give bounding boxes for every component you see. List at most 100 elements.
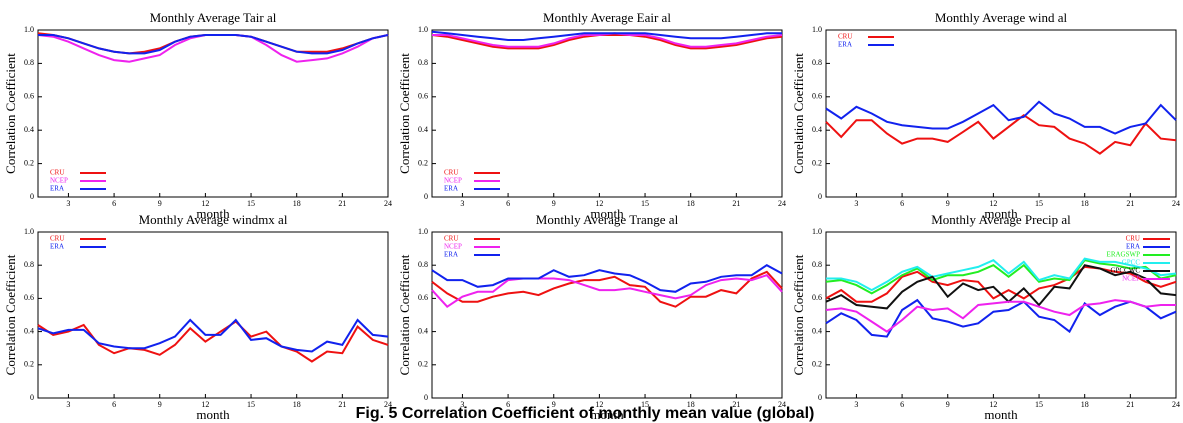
x-tick-label: 18 bbox=[293, 199, 301, 208]
legend-label: ERA bbox=[1126, 243, 1140, 251]
series-line bbox=[431, 264, 783, 293]
legend-label: ERA bbox=[838, 41, 852, 49]
y-axis-label: Correlation Coefficient bbox=[397, 254, 412, 375]
x-tick-label: 3 bbox=[854, 400, 858, 409]
y-tick-label: 0 bbox=[818, 393, 822, 402]
y-tick-label: 0.4 bbox=[812, 125, 822, 134]
x-tick-label: 15 bbox=[247, 199, 255, 208]
plot-frame bbox=[431, 29, 783, 198]
y-tick-label: 1.0 bbox=[418, 227, 428, 236]
y-tick-label: 0.8 bbox=[418, 58, 428, 67]
x-tick-label: 24 bbox=[1172, 199, 1180, 208]
x-tick-label: 9 bbox=[552, 400, 556, 409]
x-axis-label: month bbox=[984, 407, 1018, 422]
plot-frame bbox=[825, 231, 1177, 399]
x-tick-label: 12 bbox=[201, 199, 209, 208]
legend-label: CRU bbox=[1126, 235, 1140, 243]
y-axis-label: Correlation Coefficient bbox=[791, 53, 806, 174]
y-tick-label: 0.6 bbox=[418, 92, 428, 101]
y-tick-label: 0.2 bbox=[812, 158, 822, 167]
y-tick-label: 1.0 bbox=[24, 25, 34, 34]
series-line bbox=[431, 274, 783, 309]
y-tick-label: 1.0 bbox=[812, 25, 822, 34]
y-axis-label: Correlation Coefficient bbox=[3, 53, 18, 174]
y-axis-label: Correlation Coefficient bbox=[791, 254, 806, 375]
y-tick-label: 0.6 bbox=[812, 293, 822, 302]
x-tick-label: 15 bbox=[1035, 199, 1043, 208]
y-tick-label: 1.0 bbox=[418, 25, 428, 34]
y-tick-label: 0.2 bbox=[418, 360, 428, 369]
y-tick-label: 0.2 bbox=[24, 158, 34, 167]
legend-label: ERA bbox=[444, 251, 458, 259]
x-tick-label: 15 bbox=[641, 400, 649, 409]
x-tick-label: 12 bbox=[201, 400, 209, 409]
y-tick-label: 0.4 bbox=[812, 326, 822, 335]
legend-label: NCEP bbox=[1122, 275, 1140, 283]
y-tick-label: 0.4 bbox=[24, 125, 34, 134]
x-axis-label: month bbox=[196, 206, 230, 221]
x-tick-label: 3 bbox=[854, 199, 858, 208]
y-axis-label: Correlation Coefficient bbox=[3, 254, 18, 375]
legend-label: ERA bbox=[50, 185, 64, 193]
series-line bbox=[825, 264, 1177, 310]
y-tick-label: 0 bbox=[424, 393, 428, 402]
y-tick-label: 0 bbox=[30, 192, 34, 201]
x-tick-label: 3 bbox=[460, 400, 464, 409]
legend-label: GPCC bbox=[1122, 259, 1141, 267]
y-tick-label: 0.8 bbox=[24, 260, 34, 269]
y-tick-label: 0.2 bbox=[24, 360, 34, 369]
plot-frame bbox=[825, 29, 1177, 198]
series-line bbox=[825, 298, 1177, 338]
series-line bbox=[825, 299, 1176, 333]
x-tick-label: 3 bbox=[460, 199, 464, 208]
y-tick-label: 0.8 bbox=[812, 260, 822, 269]
legend-label: ERA bbox=[444, 185, 458, 193]
y-tick-label: 0.6 bbox=[418, 293, 428, 302]
x-tick-label: 9 bbox=[946, 400, 950, 409]
legend-label: NCEP bbox=[444, 177, 462, 185]
x-tick-label: 6 bbox=[112, 400, 116, 409]
x-tick-label: 9 bbox=[946, 199, 950, 208]
x-axis-label: month bbox=[590, 206, 624, 221]
x-tick-label: 24 bbox=[384, 199, 392, 208]
y-tick-label: 0.4 bbox=[24, 326, 34, 335]
y-tick-label: 0.2 bbox=[418, 158, 428, 167]
x-tick-label: 21 bbox=[338, 400, 346, 409]
series-line bbox=[826, 257, 1177, 292]
x-tick-label: 9 bbox=[552, 199, 556, 208]
chart-title: Monthly Average Trange al bbox=[536, 212, 679, 227]
legend-label: CRU bbox=[444, 235, 458, 243]
x-tick-label: 24 bbox=[778, 199, 786, 208]
legend-label: CRU bbox=[444, 169, 458, 177]
x-tick-label: 15 bbox=[641, 199, 649, 208]
series-line bbox=[37, 34, 389, 63]
y-tick-label: 1.0 bbox=[24, 227, 34, 236]
plot-frame bbox=[431, 231, 783, 399]
chart-title: Monthly Average Tair al bbox=[150, 10, 277, 25]
x-tick-label: 21 bbox=[338, 199, 346, 208]
chart-title: Monthly Average windmx al bbox=[139, 212, 288, 227]
y-axis-label: Correlation Coefficient bbox=[397, 53, 412, 174]
y-tick-label: 0.6 bbox=[24, 92, 34, 101]
x-tick-label: 18 bbox=[1081, 199, 1089, 208]
series-line bbox=[825, 100, 1177, 135]
series-line bbox=[825, 259, 1177, 295]
x-tick-label: 24 bbox=[1172, 400, 1180, 409]
y-tick-label: 0.8 bbox=[812, 58, 822, 67]
y-tick-label: 0.4 bbox=[418, 125, 428, 134]
caption: Fig. 5 Correlation Coefficient of monthl… bbox=[356, 405, 815, 422]
series-line bbox=[431, 270, 783, 308]
legend-label: ERA bbox=[50, 243, 64, 251]
x-tick-label: 15 bbox=[1035, 400, 1043, 409]
x-tick-label: 9 bbox=[158, 400, 162, 409]
x-tick-label: 21 bbox=[1126, 199, 1134, 208]
plot-frame bbox=[37, 231, 389, 399]
series-line bbox=[37, 320, 389, 363]
chart-title: Monthly Average Precip al bbox=[931, 212, 1071, 227]
x-tick-label: 18 bbox=[687, 400, 695, 409]
legend-label: GPCCWC bbox=[1110, 267, 1140, 275]
legend-label: CRU bbox=[50, 235, 64, 243]
plot-frame bbox=[37, 29, 389, 198]
x-tick-label: 24 bbox=[778, 400, 786, 409]
